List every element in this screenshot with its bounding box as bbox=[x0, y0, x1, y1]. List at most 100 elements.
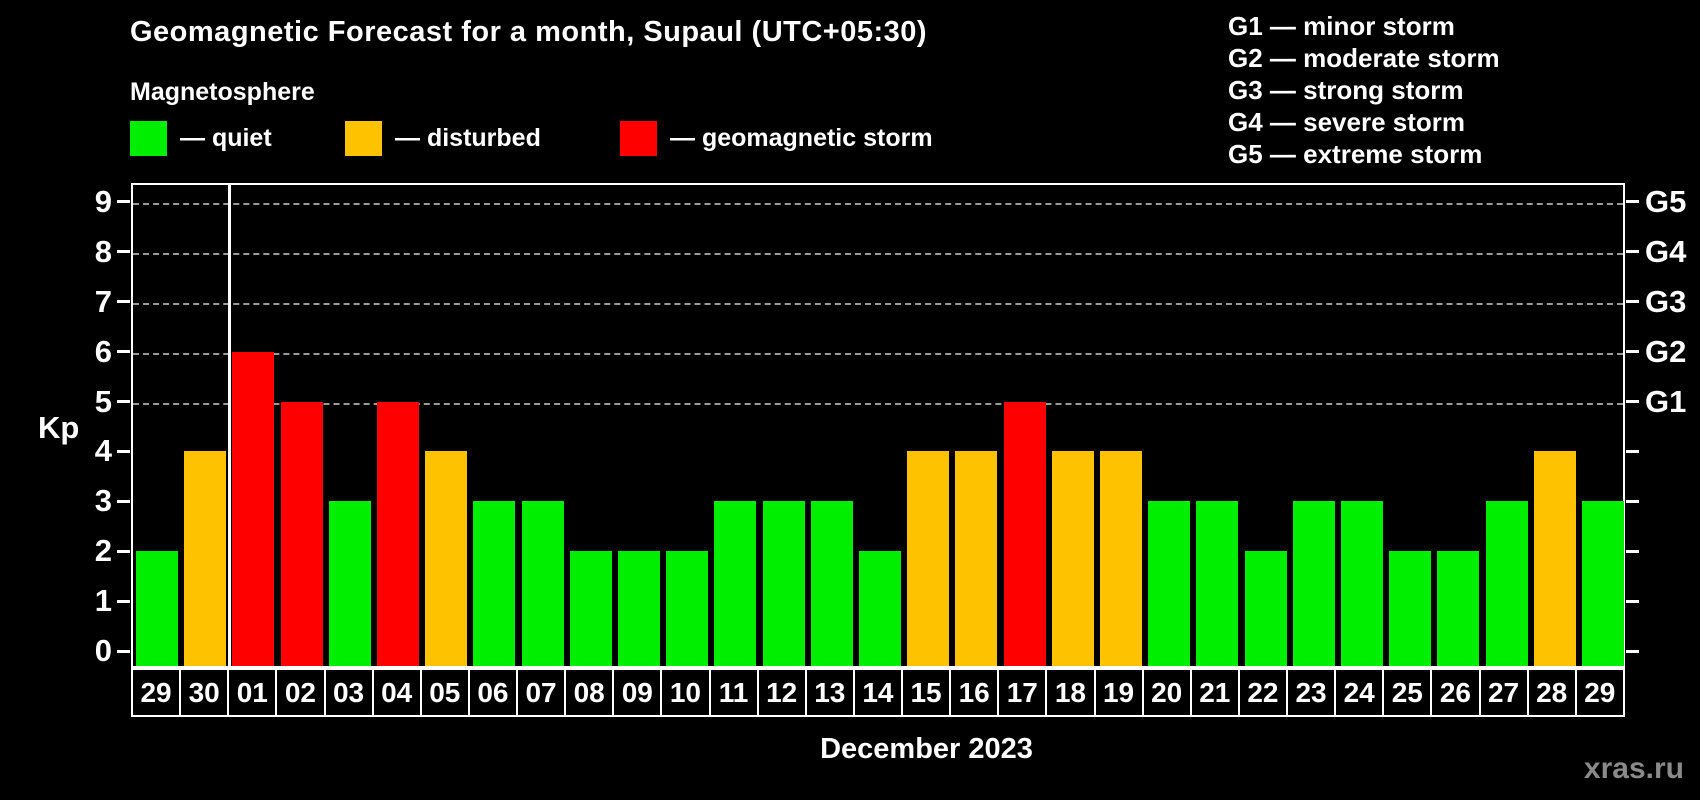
y-tick-label-7: 7 bbox=[94, 283, 112, 319]
day-label-21: 21 bbox=[1189, 668, 1240, 717]
left-axis-tick-0 bbox=[117, 649, 130, 653]
right-axis-tick-8 bbox=[1626, 250, 1639, 254]
right-axis-tick-1 bbox=[1626, 599, 1639, 603]
kp-bar-day-22 bbox=[1244, 551, 1287, 666]
g-level-label-g5: G5 bbox=[1645, 183, 1687, 219]
kp-bar-day-09 bbox=[618, 551, 661, 666]
day-label-04: 04 bbox=[371, 668, 422, 717]
kp-bar-day-20 bbox=[1148, 501, 1191, 666]
day-label-23: 23 bbox=[1286, 668, 1337, 717]
day-label-25: 25 bbox=[1382, 668, 1433, 717]
kp-bar-day-29 bbox=[136, 551, 179, 666]
legend-label-storm: — geomagnetic storm bbox=[670, 124, 933, 152]
gridline-kp-9 bbox=[133, 202, 1623, 205]
day-label-29-prev: 29 bbox=[131, 668, 182, 717]
right-axis-tick-7 bbox=[1626, 300, 1639, 304]
kp-bar-day-04 bbox=[377, 401, 420, 666]
g-scale-legend: G1 — minor storm G2 — moderate storm G3 … bbox=[1228, 10, 1500, 170]
kp-bar-day-29 bbox=[1581, 501, 1624, 666]
y-axis-title: Kp bbox=[38, 410, 80, 445]
day-label-01: 01 bbox=[227, 668, 278, 717]
g-level-label-g1: G1 bbox=[1645, 383, 1687, 419]
disturbed-color-swatch bbox=[345, 121, 382, 156]
left-axis-tick-8 bbox=[117, 250, 130, 254]
kp-bar-day-24 bbox=[1340, 501, 1383, 666]
x-axis-title: December 2023 bbox=[820, 733, 1033, 765]
page-title: Geomagnetic Forecast for a month, Supaul… bbox=[130, 16, 928, 48]
gridline-kp-8 bbox=[133, 252, 1623, 255]
legend-item-quiet: — quiet bbox=[130, 121, 272, 156]
kp-bar-day-19 bbox=[1099, 451, 1142, 666]
legend-label-disturbed: — disturbed bbox=[395, 124, 541, 152]
day-label-06: 06 bbox=[467, 668, 518, 717]
right-axis-tick-4 bbox=[1626, 449, 1639, 453]
right-axis-tick-2 bbox=[1626, 549, 1639, 553]
kp-bar-day-23 bbox=[1292, 501, 1335, 666]
legend-label-quiet: — quiet bbox=[180, 124, 272, 152]
plot-area bbox=[131, 183, 1625, 668]
quiet-color-swatch bbox=[130, 121, 167, 156]
kp-bar-day-13 bbox=[810, 501, 853, 666]
x-axis-day-labels: 29 30 01 02 03 04 05 06 07 08 09 10 11 12 13 14 15 16 17 18… bbox=[131, 668, 1625, 717]
g-legend-entry-g3: G3 — strong storm bbox=[1228, 75, 1464, 105]
storm-color-swatch bbox=[620, 121, 657, 156]
g-level-label-g3: G3 bbox=[1645, 283, 1687, 319]
kp-bar-day-21 bbox=[1196, 501, 1239, 666]
day-label-22: 22 bbox=[1237, 668, 1288, 717]
g-legend-entry-g5: G5 — extreme storm bbox=[1228, 139, 1483, 169]
kp-bar-day-28 bbox=[1533, 451, 1576, 666]
right-axis-tick-6 bbox=[1626, 350, 1639, 354]
day-label-15: 15 bbox=[901, 668, 952, 717]
day-label-07: 07 bbox=[516, 668, 567, 717]
kp-bar-day-06 bbox=[473, 501, 516, 666]
kp-bar-day-01 bbox=[232, 351, 275, 666]
day-label-24: 24 bbox=[1334, 668, 1385, 717]
kp-bar-day-03 bbox=[328, 501, 371, 666]
left-axis-tick-6 bbox=[117, 350, 130, 354]
kp-bar-day-17 bbox=[1003, 401, 1046, 666]
day-label-13: 13 bbox=[804, 668, 855, 717]
left-axis-tick-2 bbox=[117, 549, 130, 553]
kp-bar-day-27 bbox=[1485, 501, 1528, 666]
left-axis-tick-1 bbox=[117, 599, 130, 603]
watermark: xras.ru bbox=[1583, 752, 1684, 785]
day-label-30-prev: 30 bbox=[179, 668, 230, 717]
gridline-kp-6 bbox=[133, 352, 1623, 355]
kp-bar-day-11 bbox=[714, 501, 757, 666]
left-axis-tick-5 bbox=[117, 400, 130, 404]
day-label-26: 26 bbox=[1430, 668, 1481, 717]
day-label-14: 14 bbox=[852, 668, 903, 717]
day-label-16: 16 bbox=[949, 668, 1000, 717]
day-label-03: 03 bbox=[323, 668, 374, 717]
y-tick-label-5: 5 bbox=[94, 383, 112, 419]
day-label-09: 09 bbox=[612, 668, 663, 717]
legend-item-storm: — geomagnetic storm bbox=[620, 121, 933, 156]
y-tick-label-1: 1 bbox=[94, 583, 112, 619]
gridline-kp-7 bbox=[133, 302, 1623, 305]
y-tick-label-4: 4 bbox=[94, 433, 112, 469]
y-tick-label-9: 9 bbox=[94, 183, 112, 219]
g-legend-entry-g1: G1 — minor storm bbox=[1228, 11, 1455, 41]
kp-bar-day-02 bbox=[280, 401, 323, 666]
day-label-11: 11 bbox=[708, 668, 759, 717]
day-label-29: 29 bbox=[1574, 668, 1625, 717]
kp-bar-day-08 bbox=[569, 551, 612, 666]
kp-bar-day-12 bbox=[762, 501, 805, 666]
legend-item-disturbed: — disturbed bbox=[345, 121, 541, 156]
month-separator-line bbox=[227, 185, 231, 666]
y-tick-label-8: 8 bbox=[94, 233, 112, 269]
g-legend-entry-g4: G4 — severe storm bbox=[1228, 107, 1466, 137]
y-tick-label-6: 6 bbox=[94, 333, 112, 369]
day-label-02: 02 bbox=[275, 668, 326, 717]
day-label-05: 05 bbox=[419, 668, 470, 717]
kp-bar-day-14 bbox=[859, 551, 901, 666]
kp-bar-day-10 bbox=[666, 551, 709, 666]
right-axis-tick-9 bbox=[1626, 200, 1639, 204]
day-label-10: 10 bbox=[660, 668, 711, 717]
kp-bar-day-07 bbox=[521, 501, 564, 666]
kp-bar-day-15 bbox=[907, 451, 950, 666]
y-tick-label-3: 3 bbox=[94, 483, 112, 519]
y-tick-label-0: 0 bbox=[94, 633, 112, 668]
left-axis-tick-4 bbox=[117, 449, 130, 453]
